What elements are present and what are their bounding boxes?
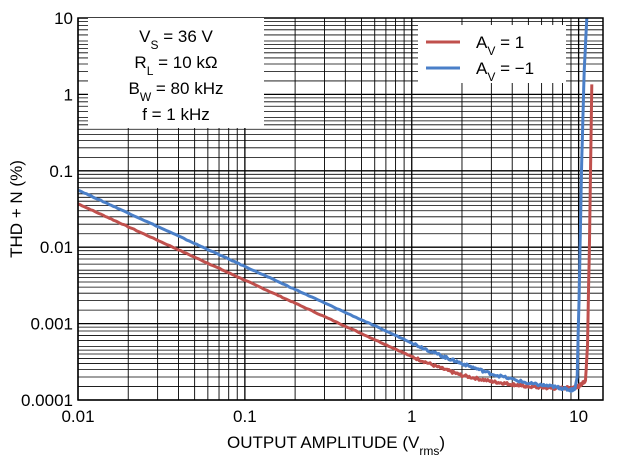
x-tick-label: 10 [569, 407, 588, 426]
legend-label-av-1: AV = 1 [476, 33, 524, 58]
condition-load-resistance: RL = 10 kΩ [134, 53, 217, 78]
series-curve-av-1 [77, 84, 594, 391]
x-tick-label: 1 [407, 407, 416, 426]
plot-frame [77, 17, 604, 401]
conditions-box: VS = 36 V RL = 10 kΩ BW = 80 kHz f = 1 k… [88, 18, 264, 128]
data-curves [77, 17, 594, 393]
legend: AV = 1 AV = −1 [418, 25, 566, 84]
x-tick-label: 0.1 [233, 407, 257, 426]
legend-label-av-minus-1: AV = −1 [476, 59, 534, 84]
condition-frequency: f = 1 kHz [142, 105, 210, 124]
series-curve-av-minus-1 [77, 17, 589, 393]
y-axis-title: THD + N (%) [7, 160, 26, 258]
x-tick-labels: 0.01 0.1 1 10 [61, 407, 588, 426]
y-tick-label: 1 [64, 85, 73, 104]
condition-supply-voltage: VS = 36 V [139, 27, 213, 52]
y-tick-label: 0.1 [49, 162, 73, 181]
y-tick-label: 0.01 [40, 238, 73, 257]
y-tick-label: 10 [54, 9, 73, 28]
condition-bandwidth: BW = 80 kHz [129, 79, 224, 104]
x-axis-title: OUTPUT AMPLITUDE (Vrms) [227, 433, 445, 458]
y-tick-labels: 0.0001 0.001 0.01 0.1 1 10 [21, 9, 73, 410]
y-tick-label: 0.0001 [21, 391, 73, 410]
x-tick-label: 0.01 [61, 407, 94, 426]
y-tick-label: 0.001 [30, 315, 73, 334]
